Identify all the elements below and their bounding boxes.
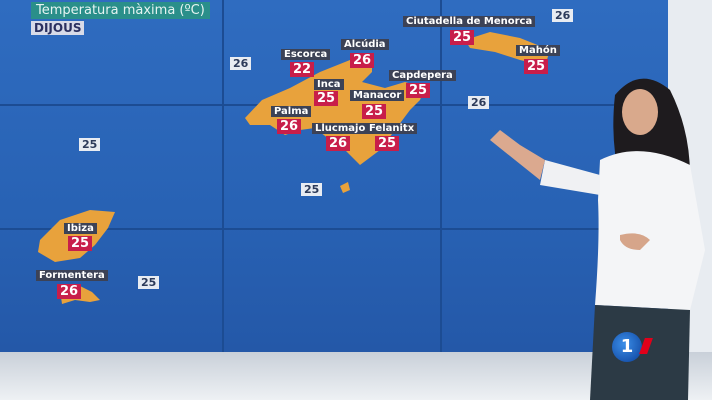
city-temp: 25 [68,236,93,251]
city-temp: 25 [375,136,400,151]
city-temp: 26 [57,284,82,299]
city-label: Felanitx [366,123,418,134]
sea-temp: 26 [552,9,574,22]
city-label: Alcúdia [341,39,389,50]
city-label: Inca [314,79,344,90]
channel-logo: 1 [612,332,642,362]
menorca-island [465,32,550,66]
city-label: Escorca [281,49,331,60]
cabrera-island [340,182,350,193]
sea-temp: 25 [79,138,101,151]
sea-temp: 25 [301,183,323,196]
screen-divider [0,228,668,230]
presenter [490,78,705,400]
city-label: Mahón [516,45,560,56]
city-temp: 22 [290,62,315,77]
city-label: Capdepera [389,70,456,81]
city-temp: 25 [314,91,339,106]
screen-divider [440,0,442,352]
city-temp: 26 [326,136,351,151]
city-label: Llucmajor [312,123,374,134]
sea-temp: 26 [230,57,252,70]
city-temp: 25 [524,59,549,74]
map-title: Temperatura màxima (ºC) [31,2,210,19]
city-label: Palma [271,106,312,117]
city-temp: 25 [362,104,387,119]
forecast-day: DIJOUS [31,21,85,35]
screen-divider [222,0,224,352]
city-label: Manacor [350,90,405,101]
city-temp: 25 [406,83,431,98]
city-label: Formentera [36,270,108,281]
sea-temp: 25 [138,276,160,289]
city-temp: 26 [350,53,375,68]
city-label: Ibiza [64,223,97,234]
sea-temp: 26 [468,96,490,109]
city-temp: 26 [277,119,302,134]
city-label: Ciutadella de Menorca [403,16,536,27]
city-temp: 25 [450,30,475,45]
